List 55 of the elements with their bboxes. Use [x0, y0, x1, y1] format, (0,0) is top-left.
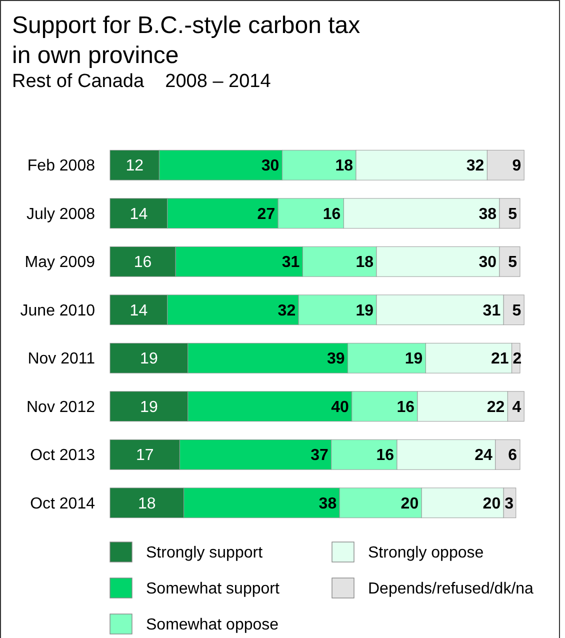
- data-label: 37: [310, 447, 328, 464]
- data-label: 16: [322, 206, 341, 223]
- chart-title: Support for B.C.-style carbon tax in own province: [12, 12, 360, 69]
- data-label: 38: [478, 206, 497, 223]
- data-label: 19: [140, 398, 158, 416]
- y-tick-label: Oct 2013: [30, 447, 96, 464]
- data-label: 30: [478, 254, 497, 272]
- data-label: 19: [404, 350, 423, 368]
- data-label: 6: [508, 447, 518, 464]
- data-label: 31: [482, 302, 501, 320]
- data-label: 9: [512, 158, 522, 175]
- y-tick-label: June 2010: [20, 302, 96, 320]
- data-label: 4: [512, 398, 522, 416]
- data-label: 16: [376, 447, 394, 464]
- data-label: 39: [327, 350, 345, 368]
- y-tick-label: July 2008: [26, 206, 96, 223]
- data-label: 16: [396, 398, 415, 416]
- data-label: 20: [482, 495, 501, 512]
- data-label: 21: [491, 350, 509, 368]
- data-label: 31: [282, 254, 300, 272]
- data-label: 22: [486, 398, 505, 416]
- data-label: 5: [508, 254, 518, 272]
- y-tick-label: Oct 2014: [30, 495, 96, 512]
- data-label: 3: [504, 495, 514, 512]
- y-tick-label: Nov 2012: [26, 398, 96, 416]
- data-label: 5: [508, 206, 518, 223]
- legend-label: Strongly oppose: [368, 544, 484, 562]
- data-label: 16: [134, 254, 152, 272]
- y-tick-label: May 2009: [24, 254, 96, 272]
- data-label: 12: [126, 158, 144, 175]
- data-label: 20: [400, 495, 419, 512]
- data-label: 14: [130, 302, 148, 320]
- data-label: 24: [474, 447, 492, 464]
- legend-label: Depends/refused/dk/na: [368, 580, 534, 598]
- data-label: 19: [140, 350, 158, 368]
- data-label: 30: [261, 158, 280, 175]
- data-label: 32: [278, 302, 296, 320]
- data-label: 27: [257, 206, 276, 223]
- data-label: 5: [512, 302, 522, 320]
- data-label: 19: [356, 302, 374, 320]
- data-label: 2: [512, 350, 522, 368]
- chart-subtitle: Rest of Canada 2008 – 2014: [12, 71, 272, 92]
- legend-label: Strongly support: [146, 544, 264, 562]
- data-label: 17: [136, 447, 154, 464]
- legend-label: Somewhat oppose: [146, 616, 279, 634]
- data-label: 32: [466, 158, 484, 175]
- data-label: 40: [331, 398, 349, 416]
- data-label: 14: [130, 206, 148, 223]
- y-tick-label: Nov 2011: [28, 350, 96, 368]
- data-label: 18: [356, 254, 374, 272]
- data-label: 18: [138, 495, 156, 512]
- data-label: 18: [335, 158, 354, 175]
- data-label: 38: [318, 495, 337, 512]
- legend-label: Somewhat support: [146, 580, 280, 598]
- y-tick-label: Feb 2008: [27, 158, 96, 175]
